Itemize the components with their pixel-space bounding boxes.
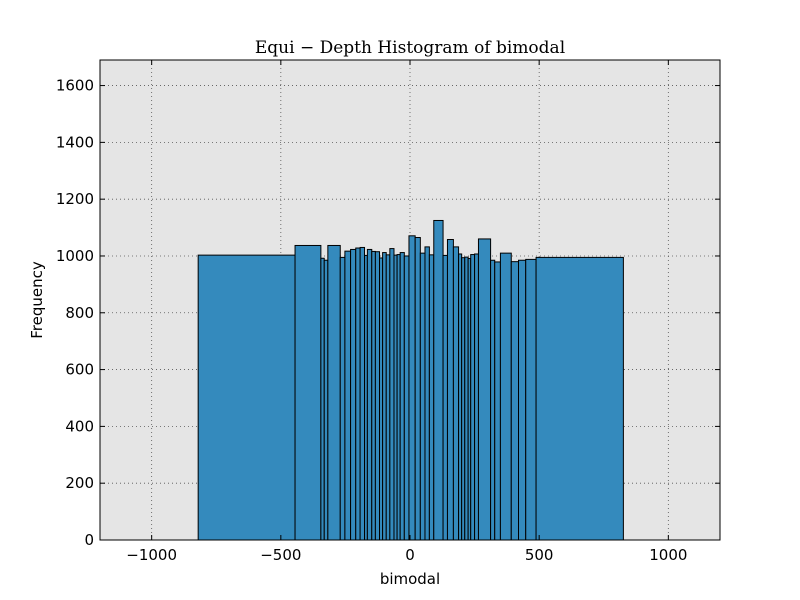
histogram-bar	[382, 252, 387, 541]
tick-marks	[100, 60, 720, 541]
histogram-bar	[385, 254, 391, 541]
y-tick-label: 800	[65, 304, 94, 322]
histogram-bar	[323, 259, 329, 541]
histogram-bar	[371, 250, 376, 541]
histogram-bar	[294, 244, 322, 541]
y-tick-label: 0	[84, 531, 94, 549]
histogram-bar	[452, 246, 460, 541]
y-axis-label: Frequency	[28, 261, 46, 339]
histogram-bar	[374, 251, 381, 541]
histogram-bar	[525, 258, 537, 541]
histogram-bar	[359, 246, 366, 541]
x-tick-label: −500	[260, 546, 301, 564]
histogram-bar	[389, 248, 395, 541]
histogram-bar	[433, 219, 444, 541]
histogram-bar	[499, 252, 512, 541]
histogram-bar	[518, 259, 527, 541]
histogram-bar	[339, 256, 346, 541]
x-tick-label: 0	[405, 546, 415, 564]
y-tick-labels: 0 200 400 600 800 1000 1200 1400 1600	[56, 77, 94, 549]
bars	[197, 219, 624, 541]
histogram-bar	[428, 254, 435, 541]
histogram-bar	[403, 255, 410, 541]
histogram-bar	[414, 237, 421, 541]
y-tick-label: 600	[65, 361, 94, 379]
histogram-bar	[408, 235, 416, 541]
x-tick-label: 500	[525, 546, 554, 564]
histogram-bar	[344, 250, 352, 541]
histogram-bar	[350, 248, 357, 541]
y-tick-label: 400	[65, 417, 94, 435]
histogram-bar	[535, 256, 624, 541]
histogram-bar	[494, 261, 501, 541]
x-tick-label: −1000	[126, 546, 177, 564]
y-tick-label: 1400	[56, 133, 94, 151]
histogram-bar	[464, 256, 469, 541]
histogram-bar	[399, 252, 405, 541]
histogram-bar	[366, 248, 373, 541]
x-tick-label: 1000	[649, 546, 687, 564]
histogram-bar	[474, 253, 479, 541]
y-tick-label: 1600	[56, 77, 94, 95]
histogram-bar	[477, 238, 492, 541]
histogram-bar	[197, 254, 296, 541]
histogram-bar	[320, 257, 325, 541]
histogram-bar	[327, 244, 341, 541]
y-tick-label: 1000	[56, 247, 94, 265]
histogram-bar	[355, 247, 361, 541]
x-axis-label: bimodal	[380, 570, 440, 588]
histogram-bar	[424, 246, 430, 541]
chart-title: Equi − Depth Histogram of bimodal	[255, 38, 565, 58]
y-tick-label: 1200	[56, 190, 94, 208]
histogram-bar	[442, 254, 448, 541]
x-tick-labels: −1000 −500 0 500 1000	[126, 546, 687, 564]
y-tick-label: 200	[65, 474, 94, 492]
histogram-bar	[510, 261, 519, 541]
histogram-bar	[490, 259, 496, 541]
histogram-bar	[446, 239, 454, 541]
histogram-bar	[470, 254, 476, 541]
histogram-bar	[419, 252, 426, 541]
